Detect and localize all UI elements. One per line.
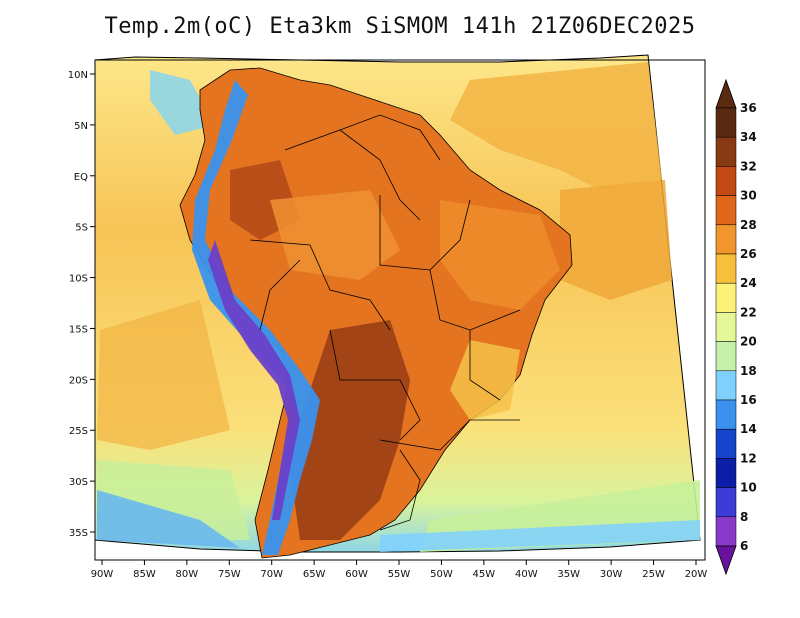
colorbar-segment <box>715 516 737 547</box>
colorbar-segment <box>715 370 737 401</box>
colorbar-label: 32 <box>740 159 757 173</box>
lat-tick-label: 10N <box>68 70 88 81</box>
colorbar-segment <box>715 224 737 255</box>
colorbar-label: 20 <box>740 335 757 349</box>
lon-tick-label: 30W <box>600 569 623 580</box>
colorbar-label: 36 <box>740 101 757 115</box>
colorbar-segment <box>715 166 737 196</box>
colorbar-label: 8 <box>740 510 748 524</box>
ocean-warm-patch <box>450 62 662 190</box>
colorbar-label: 24 <box>740 276 757 290</box>
colorbar-segment <box>715 136 737 167</box>
colorbar-label: 16 <box>740 393 757 407</box>
latitude-axis: 10N 5N EQ 5S 10S 15S 20S 25S 30S 35S <box>68 70 95 539</box>
lon-tick-label: 50W <box>430 569 453 580</box>
lat-tick-label: 25S <box>69 426 88 437</box>
colorbar-segment <box>715 253 737 284</box>
map-title: Temp.2m(oC) Eta3km SiSMOM 141h 21Z06DEC2… <box>104 14 696 39</box>
lon-tick-label: 45W <box>473 569 496 580</box>
lon-tick-label: 20W <box>685 569 708 580</box>
colorbar-label: 22 <box>740 305 757 319</box>
colorbar-label: 18 <box>740 364 757 378</box>
country-borders <box>249 114 521 531</box>
colorbar-label: 6 <box>740 539 748 553</box>
colorbar-label: 30 <box>740 189 757 203</box>
lat-tick-label: EQ <box>74 172 88 183</box>
colorbar-label: 10 <box>740 481 757 495</box>
colorbar-segment <box>715 487 737 518</box>
lon-tick-label: 80W <box>176 569 199 580</box>
colorbar-segment <box>715 107 737 138</box>
colorbar-segment <box>715 282 737 313</box>
cool-highlands-region <box>450 340 520 420</box>
ocean-cold-patch <box>97 490 240 548</box>
lon-tick-label: 35W <box>557 569 580 580</box>
colorbar-bottom-arrow <box>715 545 737 576</box>
lat-tick-label: 5S <box>75 223 88 234</box>
hot-interior-region <box>290 320 410 540</box>
lon-tick-label: 25W <box>642 569 665 580</box>
lat-tick-label: 30S <box>69 477 88 488</box>
warm-amazon-region <box>270 190 400 280</box>
ocean-cold-patch <box>380 520 700 552</box>
lat-tick-label: 35S <box>69 528 88 539</box>
warm-northeast-region <box>440 200 560 310</box>
lon-tick-label: 75W <box>218 569 241 580</box>
ocean-warm-patch <box>560 180 672 300</box>
ocean-warm-patch <box>97 300 230 450</box>
andes-cold-core <box>208 240 300 520</box>
lon-tick-label: 85W <box>133 569 156 580</box>
colorbar-label: 26 <box>740 247 757 261</box>
andes-ridge <box>192 80 320 555</box>
longitude-axis: 90W 85W 80W 75W 70W 65W 60W 55W 50W 45W 40W 35W 30W 2… <box>91 560 708 580</box>
map-frame <box>94 59 706 561</box>
colorbar: 36 34 32 30 28 26 24 22 20 18 16 14 12 10 8 6 <box>715 78 757 576</box>
colorbar-label: 12 <box>740 451 757 465</box>
colorbar-label: 14 <box>740 422 757 436</box>
colorbar-segment <box>715 399 737 430</box>
lat-tick-label: 10S <box>69 274 88 285</box>
pacific-cool-patch <box>150 70 215 135</box>
lon-tick-label: 90W <box>91 569 114 580</box>
colorbar-segment <box>715 458 737 488</box>
colorbar-segment <box>715 341 737 372</box>
lon-tick-label: 70W <box>260 569 283 580</box>
lon-tick-label: 60W <box>345 569 368 580</box>
colorbar-top-arrow <box>715 78 737 109</box>
lat-tick-label: 20S <box>69 375 88 386</box>
lon-tick-label: 55W <box>388 569 411 580</box>
lon-tick-label: 65W <box>303 569 326 580</box>
lat-tick-label: 5N <box>74 121 88 132</box>
colorbar-segment <box>715 312 737 342</box>
colorbar-segment <box>715 195 737 226</box>
lon-tick-label: 40W <box>515 569 538 580</box>
lat-tick-label: 15S <box>69 324 88 335</box>
colorbar-label: 34 <box>740 130 757 144</box>
colorbar-label: 28 <box>740 218 757 232</box>
colorbar-segment <box>715 428 737 459</box>
